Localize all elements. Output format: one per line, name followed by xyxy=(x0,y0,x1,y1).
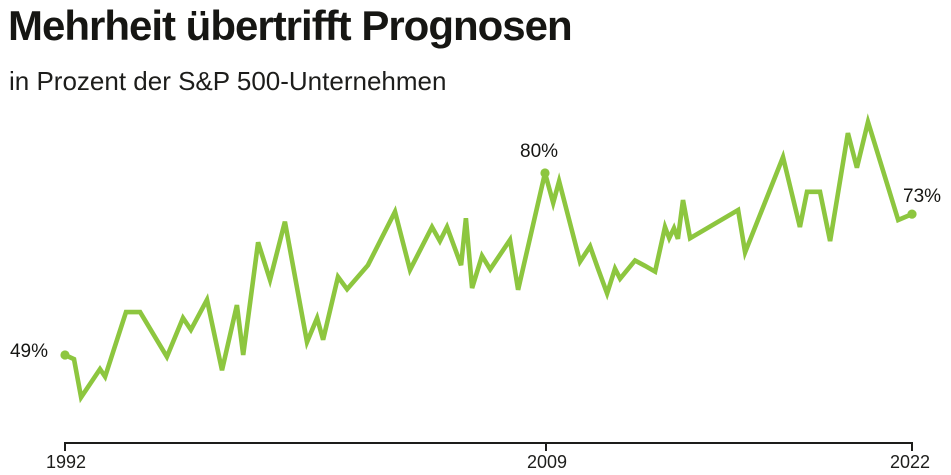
data-point-marker-2022 xyxy=(907,209,917,219)
data-point-marker-2009 xyxy=(540,168,550,178)
data-point-marker-1992 xyxy=(60,350,70,360)
x-axis-line xyxy=(64,442,913,444)
x-axis-tick-1992 xyxy=(64,442,66,451)
x-axis-tick-2022 xyxy=(911,442,913,451)
chart-title: Mehrheit übertrifft Prognosen xyxy=(8,2,573,49)
x-axis-label-2009: 2009 xyxy=(526,452,568,472)
annotation-end-value: 73% xyxy=(903,186,942,207)
beat-rate-trend-line xyxy=(62,113,915,404)
x-axis-tick-2009 xyxy=(545,442,547,451)
chart-subtitle: in Prozent der S&P 500-Unternehmen xyxy=(9,66,447,96)
annotation-peak-value: 80% xyxy=(520,141,559,162)
annotation-start-value: 49% xyxy=(9,341,48,362)
x-axis-label-1992: 1992 xyxy=(45,452,87,472)
x-axis-label-2022: 2022 xyxy=(889,452,931,472)
